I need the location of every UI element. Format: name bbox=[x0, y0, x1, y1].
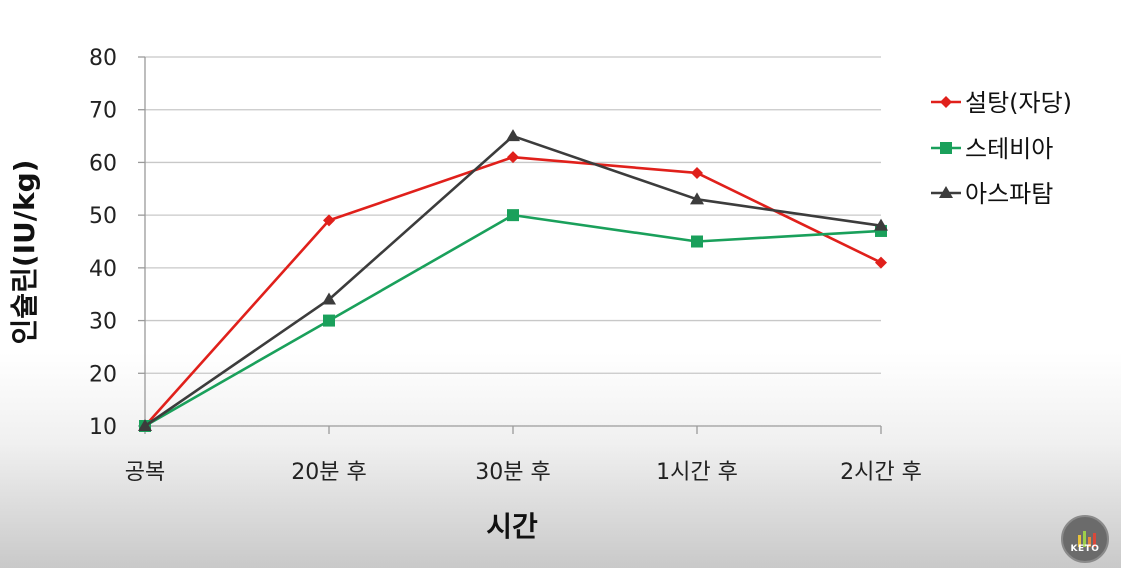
y-tick-labels: 10 20 30 40 50 60 70 80 bbox=[89, 46, 117, 440]
legend-label: 설탕(자당) bbox=[965, 89, 1072, 117]
series-1 bbox=[139, 151, 887, 432]
x-tick-label: 20분 후 bbox=[291, 460, 366, 485]
series-line bbox=[144, 155, 882, 427]
data-point bbox=[323, 314, 335, 327]
x-tick-label: 2시간 후 bbox=[840, 460, 922, 485]
legend-label: 아스파탐 bbox=[965, 180, 1053, 208]
legend-item: 스테비아 bbox=[931, 135, 1053, 163]
data-point bbox=[691, 166, 703, 179]
x-tick-label: 공복 bbox=[125, 460, 165, 485]
y-tick-label: 70 bbox=[89, 99, 117, 124]
legend-label: 스테비아 bbox=[965, 135, 1053, 163]
data-point bbox=[691, 235, 703, 248]
data-point bbox=[323, 214, 335, 227]
data-point bbox=[874, 218, 888, 231]
y-tick-label: 80 bbox=[89, 46, 117, 71]
series-3 bbox=[138, 129, 888, 431]
x-axis-title: 시간 bbox=[486, 510, 538, 543]
y-tick-label: 40 bbox=[89, 257, 117, 282]
axes bbox=[138, 56, 882, 434]
keto-logo: KETO bbox=[1061, 515, 1109, 563]
series-group bbox=[138, 129, 888, 432]
legend-marker bbox=[939, 186, 953, 198]
y-tick-label: 30 bbox=[89, 310, 117, 335]
x-tick-label: 1시간 후 bbox=[656, 460, 738, 485]
y-tick-label: 60 bbox=[89, 151, 117, 176]
legend-marker bbox=[940, 142, 952, 154]
data-point bbox=[322, 292, 336, 305]
data-point bbox=[690, 192, 704, 205]
y-axis-title: 인슐린(IU/kg) bbox=[8, 160, 41, 345]
legend-marker bbox=[940, 96, 952, 108]
data-point bbox=[506, 129, 520, 142]
x-tick-labels: 공복 20분 후 30분 후 1시간 후 2시간 후 bbox=[125, 460, 922, 485]
data-point bbox=[138, 419, 152, 431]
data-point bbox=[875, 256, 887, 269]
x-tick-label: 30분 후 bbox=[475, 460, 550, 485]
bar-chart-icon bbox=[1078, 531, 1096, 547]
data-point bbox=[507, 209, 519, 222]
legend-item: 설탕(자당) bbox=[931, 89, 1072, 117]
y-tick-label: 10 bbox=[89, 415, 117, 440]
logo-text: KETO bbox=[1070, 544, 1100, 554]
series-line bbox=[144, 134, 882, 428]
legend-item: 아스파탐 bbox=[931, 180, 1053, 208]
y-tick-label: 20 bbox=[89, 362, 117, 387]
data-point bbox=[507, 151, 519, 164]
y-tick-label: 50 bbox=[89, 204, 117, 229]
